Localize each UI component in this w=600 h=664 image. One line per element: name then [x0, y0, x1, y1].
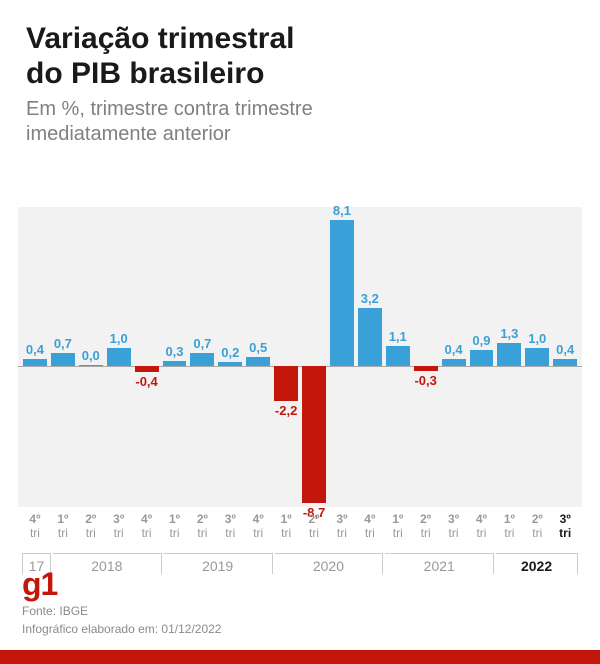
- bar: [107, 348, 131, 366]
- axis-quarter-label: 4ºtri: [357, 513, 383, 541]
- bar: [525, 348, 549, 366]
- bar-slot: 0,0: [78, 207, 104, 507]
- bar-slot: 1,0: [524, 207, 550, 507]
- bar-slot: 0,7: [189, 207, 215, 507]
- axis-quarter-label: 2ºtri: [301, 513, 327, 541]
- bar-slot: 1,3: [496, 207, 522, 507]
- bar-value-label: -2,2: [269, 403, 303, 418]
- g1-logo: g1: [22, 568, 578, 600]
- chart-title: Variação trimestraldo PIB brasileiro: [26, 22, 574, 91]
- bar-slot: 0,4: [22, 207, 48, 507]
- bar: [358, 308, 382, 366]
- bar-slot: 0,7: [50, 207, 76, 507]
- bar-slot: 0,4: [441, 207, 467, 507]
- chart-area: 0,40,70,01,0-0,40,30,70,20,5-2,2-8,78,13…: [18, 187, 582, 507]
- axis-quarter-label: 4ºtri: [469, 513, 495, 541]
- bar: [218, 362, 242, 366]
- bar: [302, 366, 326, 503]
- bar-value-label: 0,0: [74, 348, 108, 363]
- bar-slot: 0,5: [245, 207, 271, 507]
- axis-quarter-label: 3ºtri: [441, 513, 467, 541]
- axis-quarter-label: 4ºtri: [245, 513, 271, 541]
- credit-line: Infográfico elaborado em: 01/12/2022: [22, 622, 578, 636]
- axis-quarter-label: 3ºtri: [217, 513, 243, 541]
- axis-quarter-label: 1ºtri: [162, 513, 188, 541]
- chart-header: Variação trimestraldo PIB brasileiro Em …: [0, 0, 600, 159]
- bar: [274, 366, 298, 401]
- bar: [497, 343, 521, 366]
- bar-slot: 0,2: [217, 207, 243, 507]
- source-line: Fonte: IBGE: [22, 604, 578, 618]
- axis-quarter-label: 3ºtri: [552, 513, 578, 541]
- bar: [23, 359, 47, 366]
- bar-value-label: 3,2: [353, 291, 387, 306]
- chart-bars: 0,40,70,01,0-0,40,30,70,20,5-2,2-8,78,13…: [22, 207, 578, 507]
- bar-slot: -2,2: [273, 207, 299, 507]
- bar-slot: 1,1: [385, 207, 411, 507]
- bar-value-label: 0,5: [241, 340, 275, 355]
- bar-value-label: 8,1: [325, 203, 359, 218]
- bar-value-label: -0,3: [409, 373, 443, 388]
- axis-quarter-label: 1ºtri: [496, 513, 522, 541]
- bar-slot: 1,0: [106, 207, 132, 507]
- bar: [135, 366, 159, 372]
- bar: [414, 366, 438, 371]
- chart-footer: g1 Fonte: IBGE Infográfico elaborado em:…: [0, 554, 600, 664]
- axis-quarter-label: 2ºtri: [524, 513, 550, 541]
- bar-slot: -8,7: [301, 207, 327, 507]
- bar-slot: 0,4: [552, 207, 578, 507]
- bar: [51, 353, 75, 366]
- axis-quarter-label: 4ºtri: [134, 513, 160, 541]
- axis-quarter-label: 2ºtri: [78, 513, 104, 541]
- bar: [246, 357, 270, 366]
- axis-quarter-label: 3ºtri: [329, 513, 355, 541]
- bar: [330, 220, 354, 366]
- bar-value-label: 1,0: [102, 331, 136, 346]
- chart-subtitle: Em %, trimestre contra trimestreimediata…: [26, 97, 574, 147]
- bar-slot: 3,2: [357, 207, 383, 507]
- axis-quarter-label: 1ºtri: [273, 513, 299, 541]
- bar: [386, 346, 410, 366]
- bar-value-label: 1,1: [381, 329, 415, 344]
- axis-quarter-label: 3ºtri: [106, 513, 132, 541]
- axis-quarters: 4ºtri1ºtri2ºtri3ºtri4ºtri1ºtri2ºtri3ºtri…: [22, 513, 578, 541]
- bar: [190, 353, 214, 366]
- bar: [553, 359, 577, 366]
- bar-slot: 8,1: [329, 207, 355, 507]
- bar-value-label: 0,4: [548, 342, 582, 357]
- bar: [163, 361, 187, 366]
- bar-value-label: -0,4: [130, 374, 164, 389]
- bar: [442, 359, 466, 366]
- axis-quarter-label: 2ºtri: [189, 513, 215, 541]
- bar-slot: 0,9: [469, 207, 495, 507]
- axis-quarter-label: 4ºtri: [22, 513, 48, 541]
- axis-quarter-label: 2ºtri: [413, 513, 439, 541]
- bar-slot: -0,3: [413, 207, 439, 507]
- bar: [79, 365, 103, 366]
- bar: [470, 350, 494, 366]
- bar-slot: -0,4: [134, 207, 160, 507]
- axis-quarter-label: 1ºtri: [50, 513, 76, 541]
- axis-quarter-label: 1ºtri: [385, 513, 411, 541]
- bar-slot: 0,3: [162, 207, 188, 507]
